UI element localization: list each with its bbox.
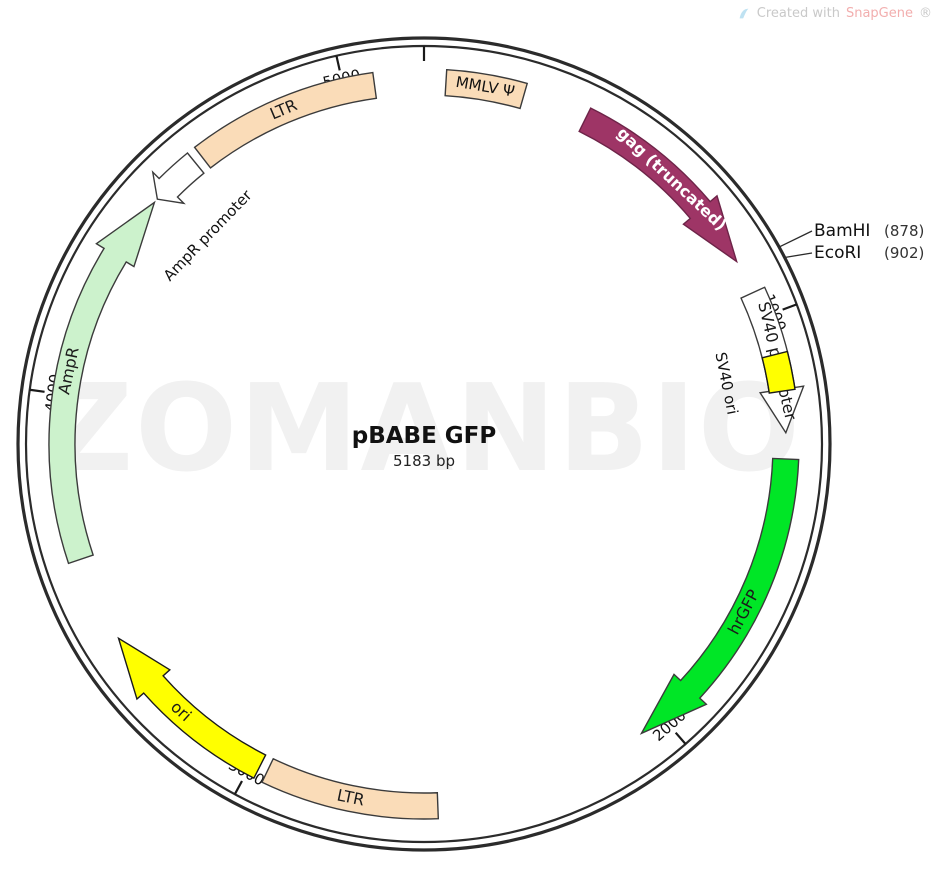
site-leader-line xyxy=(778,230,813,248)
site-leader-line xyxy=(784,252,813,259)
feature-ampr-promoter[interactable]: AmpR promoter xyxy=(151,152,256,285)
feature-shape xyxy=(578,107,738,264)
tick-mark xyxy=(29,388,45,393)
site-position: (878) xyxy=(884,222,924,240)
feature-label: gag (truncated) xyxy=(613,123,730,234)
tick-mark xyxy=(233,780,243,795)
feature-shape xyxy=(151,152,205,205)
feature-shape xyxy=(444,68,529,110)
feature-ori[interactable]: ori xyxy=(117,636,267,780)
feature-ltr[interactable]: LTR xyxy=(193,71,378,169)
enzyme-site-ecori[interactable]: EcoRI (902) xyxy=(784,243,925,263)
center-label-group: pBABE GFP 5183 bp xyxy=(352,423,497,470)
feature-shape xyxy=(193,71,378,169)
feature-shape xyxy=(117,636,267,780)
site-position: (902) xyxy=(884,244,924,262)
enzyme-site-bamhi[interactable]: BamHI (878) xyxy=(778,221,924,248)
snapgene-logo-icon xyxy=(739,8,749,18)
feature-mmlv[interactable]: MMLV Ψ xyxy=(444,68,529,110)
feature-gag-truncated[interactable]: gag (truncated) xyxy=(578,107,738,264)
feature-shape xyxy=(761,350,796,394)
tick-mark xyxy=(335,55,341,71)
plasmid-name: pBABE GFP xyxy=(352,423,497,449)
site-name: EcoRI xyxy=(814,243,861,263)
feature-hrgfp[interactable]: hrGFP xyxy=(639,457,800,735)
tick-mark xyxy=(782,303,798,311)
feature-shape xyxy=(261,757,440,820)
enzyme-sites-layer: BamHI (878) EcoRI (902) xyxy=(778,221,925,263)
feature-shape xyxy=(48,200,156,565)
tick-mark xyxy=(674,731,687,745)
feature-shape xyxy=(639,457,800,735)
watermark-layer: ZOMANBIO xyxy=(46,360,802,499)
attribution-prefix: Created with xyxy=(756,6,840,21)
feature-ltr[interactable]: LTR xyxy=(261,757,440,820)
watermark-text: ZOMANBIO xyxy=(46,360,802,499)
snapgene-attribution: Created with SnapGene ® xyxy=(737,6,932,21)
plasmid-size: 5183 bp xyxy=(393,452,455,470)
site-name: BamHI xyxy=(814,221,870,241)
attribution-suffix: ® xyxy=(919,6,932,21)
feature-ampr[interactable]: AmpR xyxy=(48,200,156,565)
attribution-brand: SnapGene xyxy=(845,6,913,21)
